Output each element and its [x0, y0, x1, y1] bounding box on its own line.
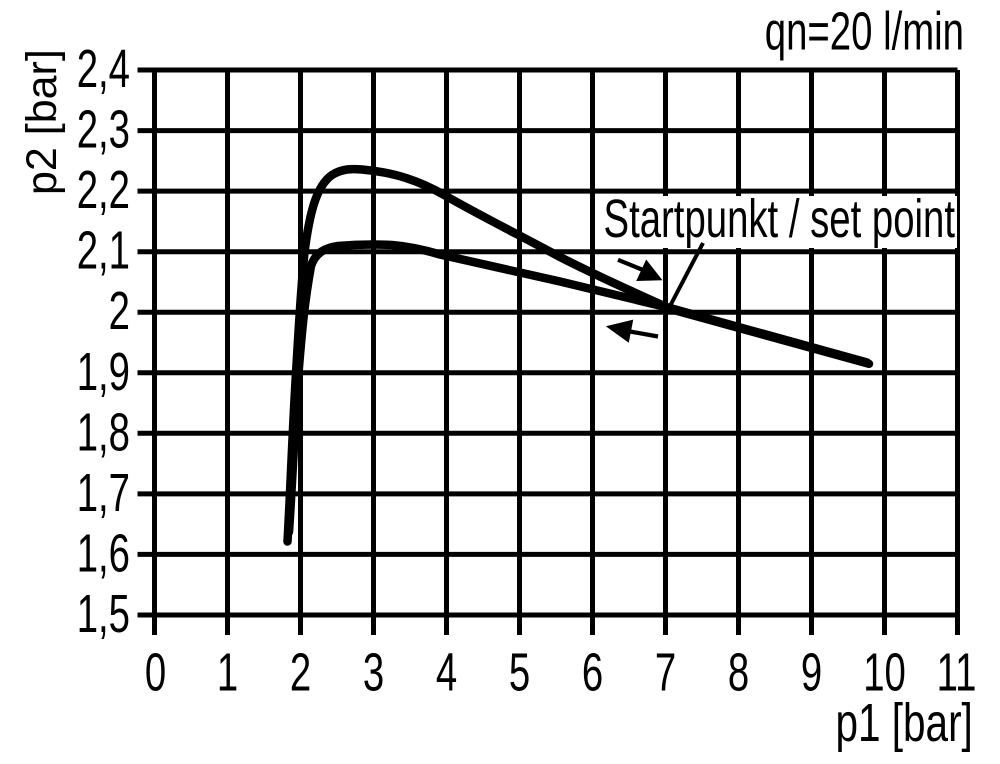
svg-text:7: 7 — [655, 642, 676, 702]
svg-text:2: 2 — [290, 642, 311, 702]
svg-text:2,3: 2,3 — [77, 99, 130, 159]
svg-text:0: 0 — [145, 642, 166, 702]
svg-text:2,4: 2,4 — [77, 39, 130, 99]
svg-text:1,6: 1,6 — [77, 523, 130, 583]
svg-text:1,9: 1,9 — [77, 341, 130, 401]
svg-text:6: 6 — [582, 642, 603, 702]
svg-text:2: 2 — [109, 281, 130, 341]
svg-text:2,1: 2,1 — [77, 220, 130, 280]
svg-text:5: 5 — [509, 642, 530, 702]
svg-text:Startpunkt / set point: Startpunkt / set point — [604, 189, 956, 249]
svg-text:8: 8 — [728, 642, 749, 702]
svg-text:11: 11 — [937, 642, 977, 702]
svg-text:9: 9 — [801, 642, 822, 702]
svg-text:qn=20 l/min: qn=20 l/min — [765, 1, 964, 61]
svg-text:1,5: 1,5 — [77, 584, 130, 644]
svg-text:p1 [bar]: p1 [bar] — [836, 693, 973, 753]
svg-text:2,2: 2,2 — [77, 160, 130, 220]
svg-text:1,7: 1,7 — [77, 462, 130, 522]
svg-text:1: 1 — [217, 642, 238, 702]
svg-text:10: 10 — [863, 642, 906, 702]
svg-text:3: 3 — [363, 642, 384, 702]
svg-text:4: 4 — [436, 642, 457, 702]
svg-text:p2 [bar]: p2 [bar] — [18, 49, 66, 195]
svg-text:1,8: 1,8 — [77, 402, 130, 462]
